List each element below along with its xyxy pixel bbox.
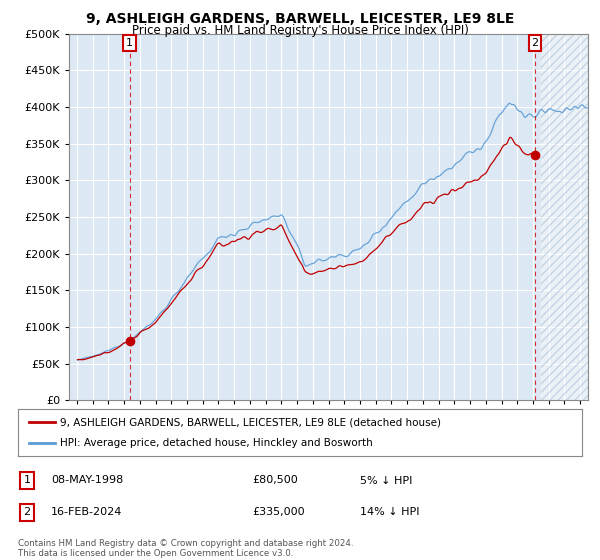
Text: 16-FEB-2024: 16-FEB-2024 — [51, 507, 122, 517]
Text: 1: 1 — [23, 475, 31, 486]
Text: 2: 2 — [23, 507, 31, 517]
Text: £335,000: £335,000 — [252, 507, 305, 517]
Text: 2: 2 — [531, 38, 538, 48]
Text: 9, ASHLEIGH GARDENS, BARWELL, LEICESTER, LE9 8LE (detached house): 9, ASHLEIGH GARDENS, BARWELL, LEICESTER,… — [60, 417, 442, 427]
Bar — [541, 34, 588, 400]
Text: Price paid vs. HM Land Registry's House Price Index (HPI): Price paid vs. HM Land Registry's House … — [131, 24, 469, 36]
Text: 14% ↓ HPI: 14% ↓ HPI — [360, 507, 419, 517]
Text: 08-MAY-1998: 08-MAY-1998 — [51, 475, 123, 486]
Text: Contains HM Land Registry data © Crown copyright and database right 2024.
This d: Contains HM Land Registry data © Crown c… — [18, 539, 353, 558]
Text: £80,500: £80,500 — [252, 475, 298, 486]
Text: HPI: Average price, detached house, Hinckley and Bosworth: HPI: Average price, detached house, Hinc… — [60, 438, 373, 448]
Text: 5% ↓ HPI: 5% ↓ HPI — [360, 475, 412, 486]
Bar — [541, 34, 588, 400]
Text: 1: 1 — [126, 38, 133, 48]
Text: 9, ASHLEIGH GARDENS, BARWELL, LEICESTER, LE9 8LE: 9, ASHLEIGH GARDENS, BARWELL, LEICESTER,… — [86, 12, 514, 26]
